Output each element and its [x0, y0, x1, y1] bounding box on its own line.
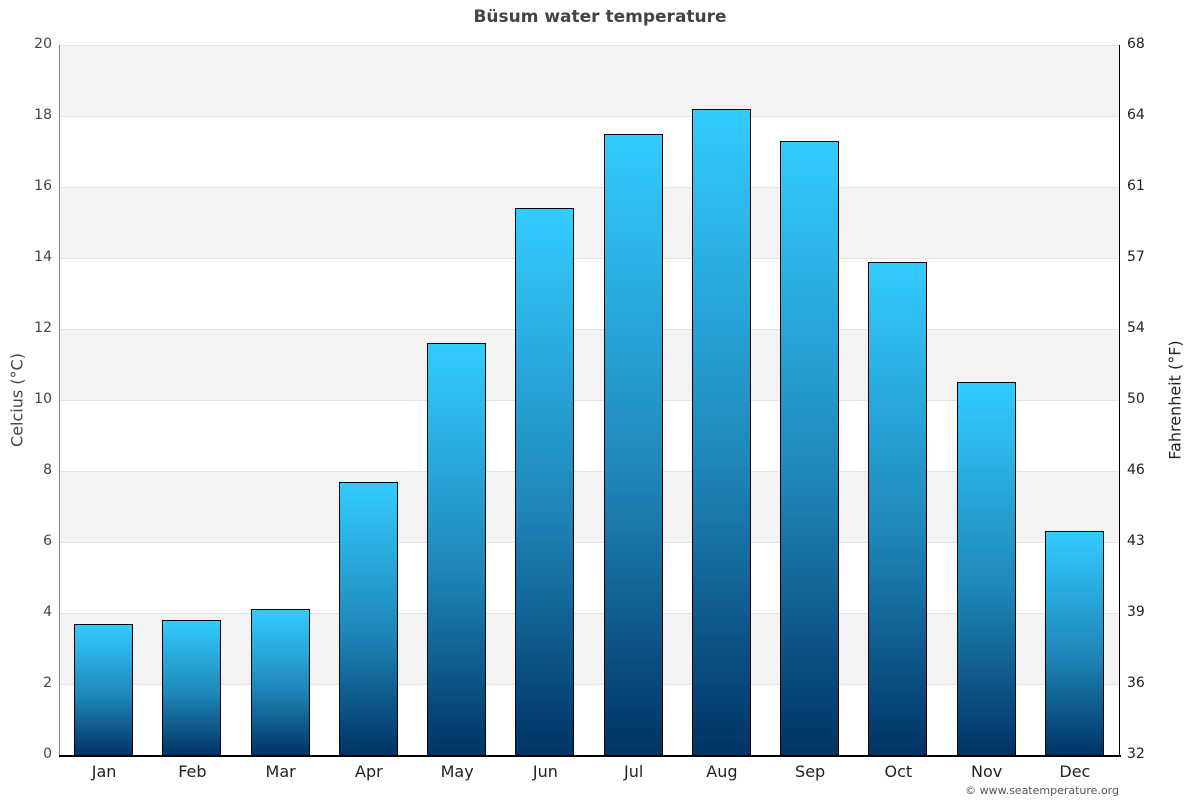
plot-area: [60, 45, 1119, 755]
x-tick-label-apr: Apr: [355, 762, 383, 781]
gridline: [60, 471, 1119, 472]
y-tick-label-fahrenheit: 61: [1127, 178, 1145, 194]
y-tick-label-fahrenheit: 46: [1127, 462, 1145, 478]
grid-band: [60, 45, 1119, 116]
gridline: [60, 684, 1119, 685]
x-tick-label-feb: Feb: [178, 762, 207, 781]
x-tick-label-aug: Aug: [706, 762, 738, 781]
gridline: [60, 613, 1119, 614]
x-tick-label-mar: Mar: [265, 762, 296, 781]
source-credit: © www.seatemperature.org: [965, 784, 1119, 797]
bar-jun[interactable]: [515, 208, 575, 756]
bar-dec[interactable]: [1044, 531, 1104, 756]
gridline: [60, 542, 1119, 543]
x-tick-label-may: May: [440, 762, 474, 781]
y-tick-label-celsius: 6: [43, 533, 52, 549]
y-tick-label-celsius: 0: [43, 746, 52, 762]
y-tick-label-fahrenheit: 36: [1127, 675, 1145, 691]
grid-band: [60, 329, 1119, 400]
y-tick-label-celsius: 14: [34, 249, 52, 265]
bar-sep[interactable]: [780, 140, 840, 756]
bar-mar[interactable]: [250, 609, 310, 756]
y-tick-label-fahrenheit: 50: [1127, 391, 1145, 407]
y-tick-label-fahrenheit: 43: [1127, 533, 1145, 549]
x-tick-label-jan: Jan: [91, 762, 117, 781]
grid-band: [60, 471, 1119, 542]
gridline: [60, 258, 1119, 259]
bar-oct[interactable]: [868, 261, 928, 756]
gridline: [60, 116, 1119, 117]
y-tick-label-celsius: 4: [43, 604, 52, 620]
right-axis-line: [1119, 45, 1120, 757]
x-tick-label-sep: Sep: [795, 762, 826, 781]
y-tick-label-fahrenheit: 39: [1127, 604, 1145, 620]
y-tick-label-celsius: 10: [34, 391, 52, 407]
y-axis-label-celsius: Celcius (°C): [7, 353, 27, 447]
y-tick-label-fahrenheit: 32: [1127, 746, 1145, 762]
bar-may[interactable]: [427, 343, 487, 756]
gridline: [60, 45, 1119, 46]
gridline: [60, 329, 1119, 330]
x-tick-label-oct: Oct: [884, 762, 913, 781]
chart-title: Büsum water temperature: [473, 7, 727, 27]
grid-band: [60, 187, 1119, 258]
left-axis-line: [59, 45, 60, 756]
bar-apr[interactable]: [338, 481, 398, 756]
y-tick-label-fahrenheit: 68: [1127, 36, 1145, 52]
bar-aug[interactable]: [691, 108, 751, 756]
x-tick-label-jul: Jul: [623, 762, 644, 781]
y-tick-label-fahrenheit: 57: [1127, 249, 1145, 265]
bar-feb[interactable]: [162, 620, 222, 756]
y-tick-label-fahrenheit: 54: [1127, 320, 1145, 336]
gridline: [60, 400, 1119, 401]
bar-jul[interactable]: [603, 133, 663, 756]
x-tick-label-dec: Dec: [1059, 762, 1091, 781]
bar-jan[interactable]: [74, 623, 134, 756]
bar-nov[interactable]: [956, 382, 1016, 756]
y-tick-label-celsius: 2: [43, 675, 52, 691]
y-tick-label-fahrenheit: 64: [1127, 107, 1145, 123]
y-tick-label-celsius: 8: [43, 462, 52, 478]
x-tick-label-nov: Nov: [971, 762, 1003, 781]
grid-band: [60, 613, 1119, 684]
y-tick-label-celsius: 20: [34, 36, 52, 52]
y-tick-label-celsius: 12: [34, 320, 52, 336]
x-tick-label-jun: Jun: [532, 762, 558, 781]
y-axis-label-fahrenheit: Fahrenheit (°F): [1165, 340, 1185, 460]
x-axis-line: [59, 755, 1121, 757]
gridline: [60, 187, 1119, 188]
y-tick-label-celsius: 18: [34, 107, 52, 123]
y-tick-label-celsius: 16: [34, 178, 52, 194]
